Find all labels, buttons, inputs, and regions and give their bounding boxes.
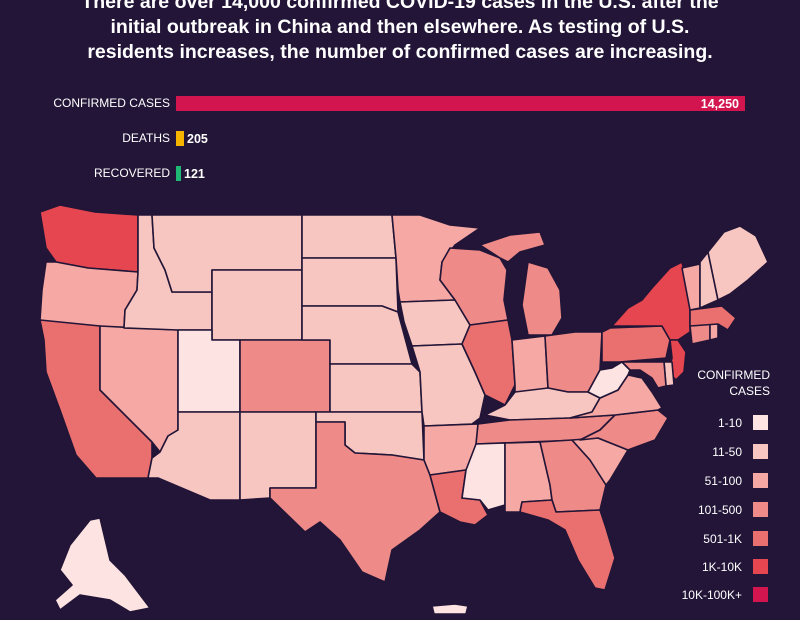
legend-title: CONFIRMED CASES — [680, 367, 770, 399]
legend-item-51-100: 51-100 — [660, 473, 768, 489]
legend-swatch — [753, 587, 768, 602]
stat-deaths: DEATHS 205 — [0, 129, 800, 149]
stat-bar-confirmed: 14,250 — [176, 96, 745, 111]
state-me — [707, 225, 769, 301]
state-wy — [211, 269, 303, 341]
headline-line-1: There are over 14,000 confirmed COVID-19… — [81, 0, 719, 13]
state-ri — [709, 323, 719, 341]
stat-recovered: RECOVERED 121 — [0, 164, 800, 184]
stat-value-recovered: 121 — [184, 167, 205, 181]
legend-item-1k-10k: 1K-10K — [660, 559, 768, 575]
legend-label: 1K-10K — [701, 560, 742, 574]
headline: There are over 14,000 confirmed COVID-19… — [0, 0, 800, 65]
state-fl — [519, 499, 616, 591]
stat-label-confirmed: CONFIRMED CASES — [53, 96, 170, 110]
stat-label-deaths: DEATHS — [122, 131, 170, 145]
legend-item-501-1k: 501-1K — [660, 531, 768, 547]
state-sd — [301, 257, 399, 313]
legend-item-11-50: 11-50 — [660, 444, 768, 460]
us-states-map — [39, 204, 769, 615]
legend-swatch — [753, 531, 768, 546]
state-pa — [601, 325, 671, 363]
legend-label: 1-10 — [717, 416, 742, 430]
state-ak — [54, 517, 151, 613]
stat-value-deaths: 205 — [187, 132, 208, 146]
legend-swatch — [753, 444, 768, 459]
legend-label: 101-500 — [697, 503, 742, 517]
stat-value-confirmed: 14,250 — [700, 97, 739, 111]
state-co — [239, 339, 331, 413]
legend-swatch — [753, 502, 768, 517]
state-pr — [431, 603, 469, 615]
state-ma — [689, 305, 737, 331]
legend-item-1-10: 1-10 — [660, 415, 768, 431]
legend-swatch — [753, 559, 768, 574]
state-nm — [239, 411, 317, 501]
legend-label: 51-100 — [704, 474, 742, 488]
legend-title-line-1: CONFIRMED — [697, 368, 770, 382]
state-mi — [479, 231, 563, 336]
state-nc — [579, 409, 669, 451]
stat-bar-deaths — [176, 131, 184, 146]
legend-label: 501-1K — [703, 532, 742, 546]
state-tx — [269, 421, 441, 583]
stat-bar-recovered — [176, 166, 181, 181]
state-ct — [689, 323, 711, 345]
legend-swatch — [753, 473, 768, 488]
stat-label-recovered: RECOVERED — [93, 166, 170, 180]
legend-swatch — [753, 415, 768, 430]
state-ut — [177, 329, 241, 413]
headline-line-2: initial outbreak in China and then elsew… — [110, 16, 690, 38]
state-in — [511, 335, 549, 397]
state-or — [39, 261, 139, 329]
state-nd — [301, 214, 397, 259]
legend-label: 10K-100K+ — [681, 588, 742, 602]
headline-line-3: residents increases, the number of confi… — [87, 41, 713, 63]
legend-item-101-500: 101-500 — [660, 502, 768, 518]
legend-item-10k-100k: 10K-100K+ — [660, 587, 768, 603]
legend-title-line-2: CASES — [729, 384, 770, 398]
stat-confirmed-cases: CONFIRMED CASES 14,250 — [0, 94, 800, 114]
state-ks — [329, 363, 423, 413]
state-md — [619, 361, 667, 389]
legend-label: 11-50 — [712, 445, 742, 459]
